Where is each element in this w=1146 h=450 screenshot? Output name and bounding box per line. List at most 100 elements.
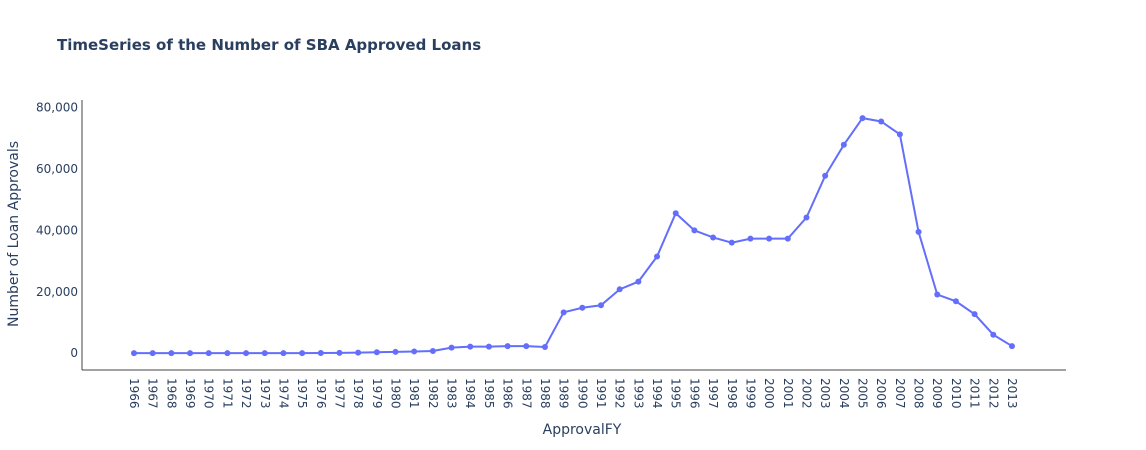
x-tick-label: 1967 — [146, 378, 160, 409]
x-tick-label: 1970 — [202, 378, 216, 409]
x-tick-label: 1990 — [575, 378, 589, 409]
data-point — [654, 253, 661, 260]
y-tick-label: 0 — [70, 346, 78, 360]
data-point — [373, 349, 380, 356]
y-axis-ticks: 0 20,000 40,000 60,000 80,000 — [36, 101, 78, 360]
x-tick-label: 2011 — [968, 378, 982, 409]
x-tick-label: 1984 — [463, 378, 477, 409]
data-point — [635, 278, 642, 285]
x-tick-label: 2007 — [893, 378, 907, 409]
x-tick-label: 2003 — [818, 378, 832, 409]
y-tick-label: 40,000 — [36, 223, 78, 237]
data-point — [728, 239, 735, 246]
data-point — [168, 350, 175, 357]
x-tick-label: 2005 — [856, 378, 870, 409]
y-tick-label: 60,000 — [36, 162, 78, 176]
x-tick-label: 2010 — [949, 378, 963, 409]
x-tick-label: 1987 — [519, 378, 533, 409]
x-tick-label: 1999 — [743, 378, 757, 409]
x-tick-label: 1992 — [613, 378, 627, 409]
x-tick-label: 1985 — [482, 378, 496, 409]
data-point — [149, 350, 156, 357]
x-tick-label: 1991 — [594, 378, 608, 409]
data-point — [504, 343, 511, 350]
data-point — [355, 349, 362, 356]
series-line — [134, 117, 1013, 355]
data-point — [840, 141, 847, 148]
x-tick-label: 1996 — [687, 378, 701, 409]
x-tick-label: 2008 — [912, 378, 926, 409]
x-tick-label: 1971 — [220, 378, 234, 409]
data-point — [467, 343, 474, 350]
x-tick-label: 1975 — [295, 378, 309, 409]
x-tick-label: 1978 — [351, 378, 365, 409]
x-tick-label: 1968 — [164, 378, 178, 409]
x-tick-label: 1980 — [389, 378, 403, 409]
data-point — [560, 309, 567, 316]
data-point — [392, 348, 399, 355]
x-tick-label: 1989 — [557, 378, 571, 409]
x-tick-label: 2004 — [837, 378, 851, 409]
x-tick-label: 1997 — [706, 378, 720, 409]
data-point — [411, 348, 418, 355]
chart-title: TimeSeries of the Number of SBA Approved… — [57, 36, 481, 54]
y-axis-title: Number of Loan Approvals — [6, 141, 22, 327]
x-tick-label: 2001 — [781, 378, 795, 409]
data-point — [523, 343, 530, 350]
x-tick-label: 1974 — [276, 378, 290, 409]
data-point — [747, 235, 754, 242]
data-point — [131, 350, 137, 357]
data-point — [429, 347, 436, 354]
data-point — [990, 331, 997, 338]
x-tick-label: 1995 — [669, 378, 683, 409]
data-point — [803, 214, 810, 221]
data-point — [280, 350, 287, 357]
x-axis-ticks: 1966 1967 1968 1969 1970 1971 1972 1973 1974 1975… — [127, 378, 1019, 409]
data-point — [541, 343, 548, 350]
x-tick-label: 2002 — [799, 378, 813, 409]
x-tick-label: 2000 — [762, 378, 776, 409]
data-point — [187, 350, 194, 357]
data-point — [784, 235, 791, 242]
data-point — [672, 210, 679, 217]
data-point — [934, 291, 941, 298]
x-tick-label: 2013 — [1005, 378, 1019, 409]
x-tick-label: 1982 — [426, 378, 440, 409]
data-point — [598, 302, 604, 309]
y-tick-label: 20,000 — [36, 285, 78, 299]
x-tick-label: 1983 — [445, 378, 459, 409]
data-point — [896, 131, 903, 138]
data-point — [261, 350, 268, 357]
x-tick-label: 2009 — [930, 378, 944, 409]
data-point — [766, 235, 773, 242]
x-tick-label: 1988 — [538, 378, 552, 409]
data-point — [317, 349, 324, 356]
x-tick-label: 1993 — [631, 378, 645, 409]
x-tick-label: 1972 — [239, 378, 253, 409]
data-point — [971, 311, 978, 318]
data-point — [1008, 343, 1015, 350]
data-point — [224, 350, 231, 357]
x-tick-label: 2012 — [986, 378, 1000, 409]
data-point — [691, 227, 698, 234]
data-point — [616, 286, 623, 293]
x-tick-label: 1977 — [332, 378, 346, 409]
data-point — [878, 118, 885, 125]
data-point — [299, 350, 306, 357]
x-tick-label: 1966 — [127, 378, 141, 409]
x-tick-label: 1973 — [258, 378, 272, 409]
x-tick-label: 1981 — [407, 378, 421, 409]
y-tick-label: 80,000 — [36, 101, 78, 115]
series-points — [131, 115, 1015, 357]
x-tick-label: 1969 — [183, 378, 197, 409]
data-point — [579, 304, 586, 311]
x-tick-label: 1986 — [501, 378, 515, 409]
x-tick-label: 1979 — [370, 378, 384, 409]
data-point — [485, 343, 492, 350]
data-point — [336, 349, 343, 356]
data-point — [205, 350, 212, 357]
x-tick-label: 1998 — [725, 378, 739, 409]
x-tick-label: 1976 — [314, 378, 328, 409]
x-axis-title: ApprovalFY — [543, 422, 622, 438]
